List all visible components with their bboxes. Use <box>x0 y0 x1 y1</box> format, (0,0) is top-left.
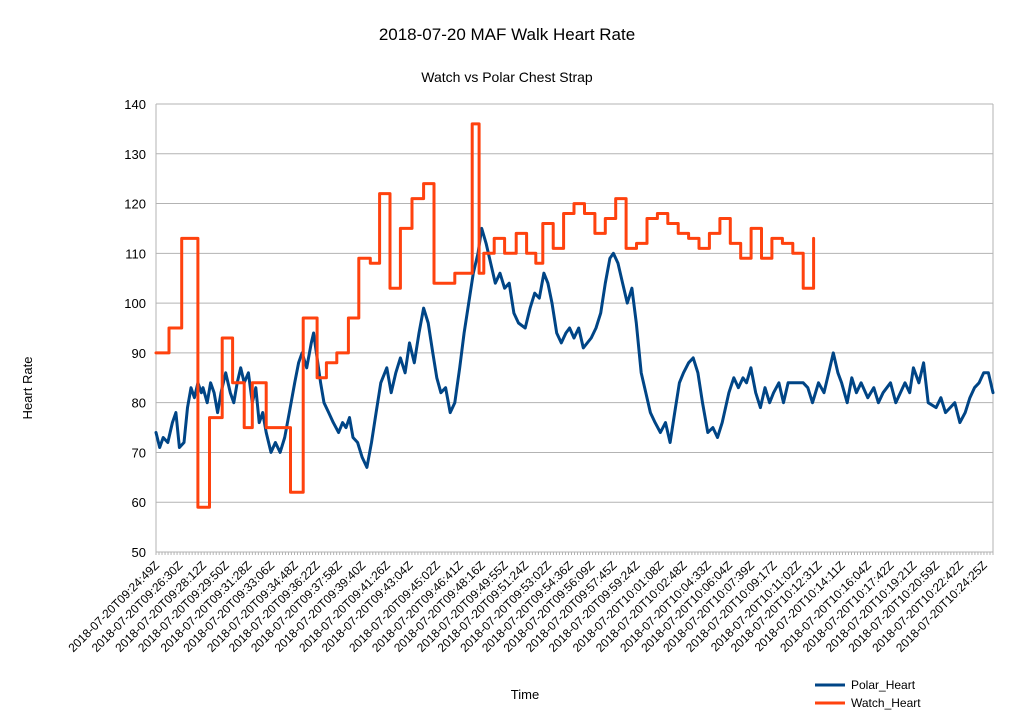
y-tick-label: 70 <box>132 445 146 460</box>
x-axis-title: Time <box>511 687 539 702</box>
y-tick-label: 60 <box>132 495 146 510</box>
y-tick-label: 50 <box>132 545 146 560</box>
y-axis-title: Heart Rate <box>20 357 35 420</box>
y-tick-label: 100 <box>124 296 146 311</box>
legend-label-watch: Watch_Heart <box>851 696 921 710</box>
y-tick-label: 120 <box>124 197 146 212</box>
series-line-polar-heart <box>154 226 995 469</box>
plot-area <box>154 122 995 509</box>
legend: Polar_Heart Watch_Heart <box>815 678 921 710</box>
y-tick-label: 90 <box>132 346 146 361</box>
chart-subtitle: Watch vs Polar Chest Strap <box>421 69 593 85</box>
series-line-watch-heart <box>154 122 816 509</box>
y-axis-ticks: 50 60 70 80 90 100 110 120 130 140 <box>124 97 146 560</box>
y-tick-label: 110 <box>125 246 146 261</box>
y-tick-label: 80 <box>132 396 146 411</box>
chart-title: 2018-07-20 MAF Walk Heart Rate <box>379 25 635 44</box>
y-tick-label: 140 <box>124 97 146 112</box>
x-axis-ticks: 2018-07-20T09:24:49Z2018-07-20T09:26:30Z… <box>65 552 994 655</box>
y-tick-label: 130 <box>124 147 146 162</box>
legend-label-polar: Polar_Heart <box>851 678 916 692</box>
gridlines <box>155 103 994 553</box>
